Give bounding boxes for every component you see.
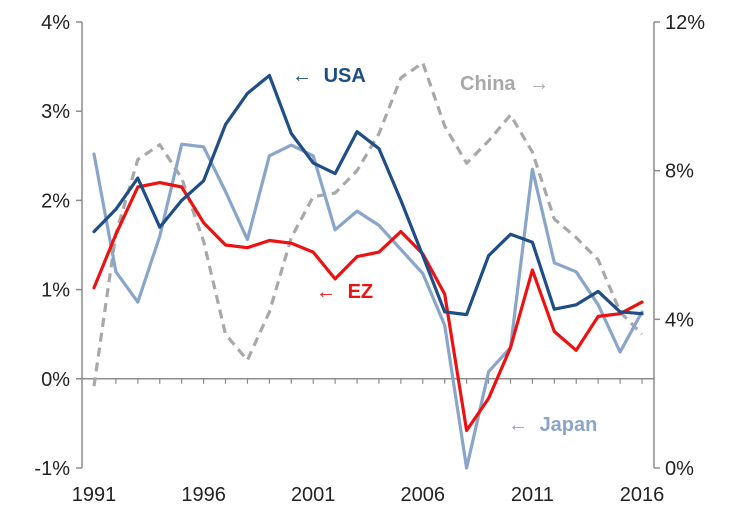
japan-arrow-icon: ← (508, 414, 528, 436)
y-left-tick-label: 1% (41, 280, 70, 302)
series-label-ez: ← EZ (316, 281, 373, 303)
y-left-tick-label: 0% (41, 369, 70, 391)
series-lines (92, 61, 644, 470)
ez-arrow-icon: ← (316, 281, 336, 303)
y-left-tick-label: 4% (41, 12, 70, 34)
china-arrow-icon: → (529, 73, 549, 95)
y-left-tick-label: 3% (41, 101, 70, 123)
y-right-tick-label: 4% (665, 309, 694, 331)
axes (81, 22, 655, 468)
y-right-tick-label: 12% (665, 12, 705, 34)
svg-text:← EZ: ← EZ (316, 281, 373, 303)
usa-label: USA (324, 65, 366, 87)
svg-text:← USA: ← USA (292, 65, 366, 87)
x-tick-label: 2001 (291, 484, 336, 506)
series-label-japan: ← Japan (508, 414, 597, 436)
tick-labels: -1% 0% 1% 2% 3% 4% 0% 4% 8% 12% 1991 1996 2001 2006 20… (34, 12, 705, 506)
x-tick-label: 2016 (620, 484, 665, 506)
ez-label: EZ (348, 281, 374, 303)
series-line-usa (92, 73, 644, 317)
y-left-tick-label: -1% (34, 458, 70, 480)
usa-arrow-icon: ← (292, 65, 312, 87)
svg-text:China →: China → (460, 73, 549, 95)
x-tick-label: 1991 (72, 484, 117, 506)
series-label-usa: ← USA (292, 65, 366, 87)
series-label-china: China → (460, 73, 549, 95)
x-tick-label: 2006 (401, 484, 446, 506)
y-right-tick-label: 0% (665, 458, 694, 480)
series-line-japan (92, 142, 644, 470)
svg-text:← Japan: ← Japan (508, 414, 597, 436)
china-label: China (460, 73, 516, 95)
x-tick-label: 2011 (511, 484, 554, 506)
y-left-tick-label: 2% (41, 190, 70, 212)
series-line-ez (92, 181, 644, 433)
japan-label: Japan (540, 414, 598, 436)
x-tick-label: 1996 (181, 484, 226, 506)
tick-marks (76, 21, 660, 469)
y-right-tick-label: 8% (665, 161, 694, 183)
series-line-china (92, 61, 644, 387)
